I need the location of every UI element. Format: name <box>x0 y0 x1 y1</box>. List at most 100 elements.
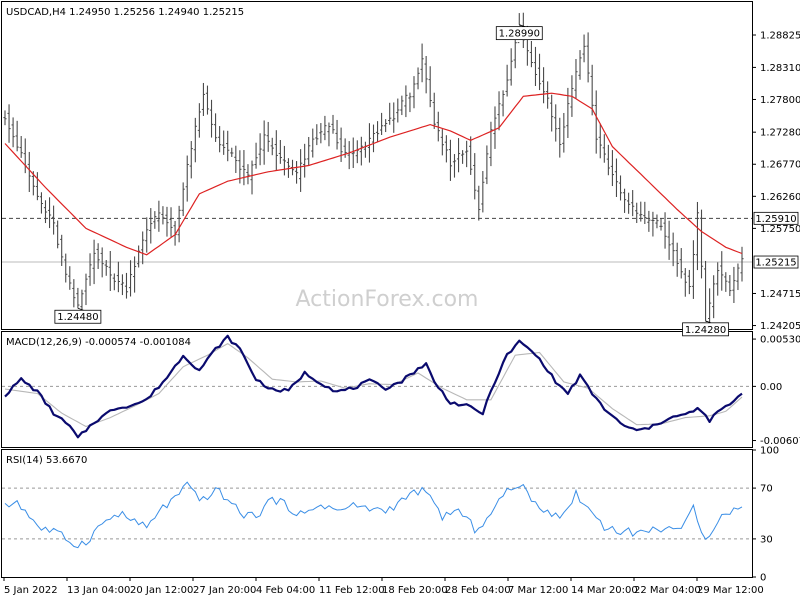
price-bar <box>432 92 436 129</box>
annotation-label: 1.24280 <box>685 325 726 336</box>
price-bar <box>351 137 355 168</box>
price-bar <box>149 208 153 244</box>
annotation-box <box>495 26 543 41</box>
price-bar <box>477 185 481 221</box>
annotation-box <box>682 322 729 337</box>
price-bar <box>578 50 582 80</box>
rsi-y-tick-label: 70 <box>760 484 773 495</box>
price-bar <box>602 134 606 163</box>
price-y-tick-label: 1.27800 <box>760 95 800 106</box>
price-bar <box>51 205 56 235</box>
macd-signal-line <box>4 342 743 428</box>
price-bar <box>270 137 274 156</box>
price-bar <box>679 248 683 279</box>
price-bar <box>627 192 631 214</box>
price-bar <box>250 160 254 195</box>
x-tick-label: 22 Mar 04:00 <box>634 585 701 596</box>
price-bar <box>331 114 335 134</box>
price-bar <box>108 250 112 291</box>
watermark: ActionForex.com <box>296 287 479 312</box>
price-bar <box>120 274 125 296</box>
price-bar <box>64 253 68 283</box>
price-bar <box>274 130 278 171</box>
price-bar <box>141 231 145 265</box>
rsi-line <box>4 481 743 549</box>
price-bar <box>189 141 193 179</box>
price-bar <box>128 260 133 297</box>
price-bar <box>485 145 489 185</box>
price-bar <box>359 136 363 166</box>
price-bar <box>311 128 315 158</box>
price-bar <box>546 81 550 109</box>
price-bar <box>699 209 704 279</box>
price-bar <box>132 256 137 293</box>
price-bar <box>448 139 453 181</box>
price-bar <box>47 197 52 229</box>
price-panel-frame <box>1 1 753 330</box>
price-bar <box>444 135 448 163</box>
price-bar <box>3 110 7 126</box>
price-bar <box>428 66 432 108</box>
price-bar <box>230 147 234 157</box>
price-bar <box>177 205 181 243</box>
price-bar <box>242 150 246 186</box>
price-bar <box>671 232 675 267</box>
price-bar <box>379 112 384 135</box>
price-bar <box>327 122 331 147</box>
price-bar <box>7 104 11 143</box>
price-bar <box>529 40 534 68</box>
price-bar <box>469 136 473 175</box>
price-bar <box>622 188 627 213</box>
axis-layer: 1.28825 1.28310 1.27800 1.27280 1.26770 1.262… <box>3 31 800 596</box>
annotation-label: 1.24480 <box>57 312 98 323</box>
price-bar <box>501 90 505 117</box>
resistance-level-tag: 1.25910 <box>755 214 796 225</box>
price-bar <box>517 13 521 44</box>
price-bar <box>201 82 206 116</box>
price-bar <box>153 211 157 229</box>
price-bar <box>562 112 566 153</box>
price-bar <box>618 175 623 201</box>
price-bar <box>299 149 303 192</box>
price-bar <box>371 124 376 153</box>
price-bar <box>124 272 129 299</box>
price-bar <box>667 220 671 260</box>
price-bar <box>631 190 635 217</box>
price-bar <box>598 123 602 159</box>
resistance-level-tag-box <box>753 211 799 225</box>
price-bar <box>339 127 343 162</box>
x-tick-label: 18 Feb 20:00 <box>382 585 448 596</box>
rsi-y-tick-label: 0 <box>760 573 766 584</box>
price-bar <box>659 218 663 231</box>
macd-y-tick-label: 0.00 <box>760 382 782 393</box>
macd-chart-title: MACD(12,26,9) -0.000574 -0.001084 <box>6 337 191 348</box>
price-bar <box>606 144 610 176</box>
price-bar <box>651 211 655 237</box>
price-bar <box>655 214 659 229</box>
price-bar <box>15 120 19 152</box>
price-bar <box>335 119 339 150</box>
annotation-box <box>54 309 102 324</box>
price-bar <box>675 242 679 277</box>
annotation-label: 1.28990 <box>499 29 540 40</box>
price-y-tick-label: 1.28310 <box>760 63 800 74</box>
price-bar <box>145 217 149 253</box>
price-bar <box>226 130 230 162</box>
price-bar <box>683 268 687 297</box>
price-bar <box>493 106 497 149</box>
price-bar <box>594 90 598 154</box>
rsi-y-tick-label: 30 <box>760 534 773 545</box>
price-bar <box>716 262 720 296</box>
price-bar <box>388 102 392 125</box>
price-bar <box>574 59 578 99</box>
price-bar <box>315 124 319 146</box>
price-bar <box>537 53 542 91</box>
price-bar <box>416 67 420 90</box>
price-bar <box>456 138 461 173</box>
price-bar <box>161 206 165 225</box>
price-bar <box>396 98 400 123</box>
x-tick-label: 28 Feb 04:00 <box>445 585 511 596</box>
price-bar <box>375 121 380 142</box>
price-bar <box>440 129 444 156</box>
